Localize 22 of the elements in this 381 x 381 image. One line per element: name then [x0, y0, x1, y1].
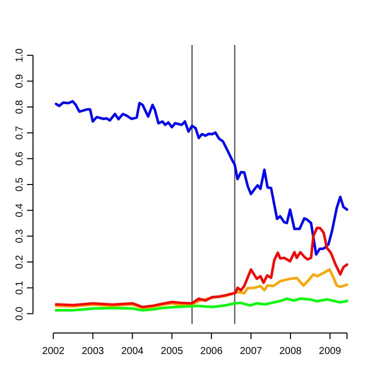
y-tick-label: 0.2	[14, 254, 26, 269]
line-series	[54, 226, 348, 308]
x-tick-label: 2004	[121, 346, 144, 358]
y-tick-label: 0.6	[14, 151, 26, 166]
y-tick-label: 0.1	[14, 280, 26, 295]
y-tick-label: 0.3	[14, 228, 26, 244]
x-tick-label: 2009	[318, 346, 342, 358]
y-tick-label: 0.4	[14, 202, 26, 218]
y-tick-label: 0.7	[14, 125, 26, 140]
line-series	[54, 297, 348, 312]
x-tick-label: 2008	[279, 346, 302, 358]
x-tick-label: 2007	[240, 346, 263, 358]
y-tick-label: 0.0	[14, 306, 26, 321]
y-tick-label: 0.8	[14, 100, 26, 114]
y-tick-label: 0.9	[14, 74, 26, 88]
x-tick-label: 2003	[82, 346, 104, 358]
x-tick-label: 2002	[42, 346, 65, 358]
x-tick-label: 2006	[200, 346, 223, 358]
y-tick-label: 1.0	[14, 48, 26, 62]
x-tick-label: 2005	[160, 346, 184, 358]
line-series	[54, 100, 348, 256]
y-tick-label: 0.5	[14, 177, 26, 192]
